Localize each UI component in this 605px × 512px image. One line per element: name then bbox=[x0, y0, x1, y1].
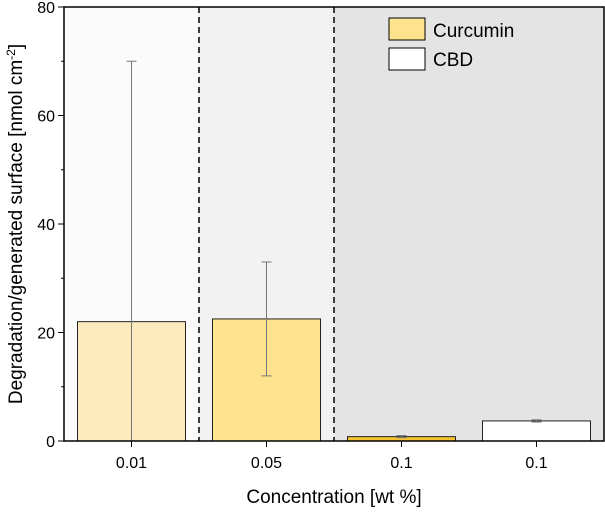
y-tick-label: 60 bbox=[37, 109, 55, 126]
x-axis-label: Concentration [wt %] bbox=[246, 487, 421, 508]
legend-label-curcumin: Curcumin bbox=[433, 21, 514, 42]
y-tick-label: 20 bbox=[37, 326, 55, 343]
y-tick-label: 40 bbox=[37, 217, 55, 234]
y-tick-label: 0 bbox=[46, 434, 55, 451]
x-tick-label: 0.1 bbox=[390, 455, 412, 472]
y-axis-label: Degradation/generated surface [nmol cm-2… bbox=[4, 44, 27, 404]
x-tick-label: 0.1 bbox=[525, 455, 547, 472]
y-tick-label: 80 bbox=[37, 0, 55, 17]
bar-cbd bbox=[482, 420, 591, 442]
legend: Curcumin CBD bbox=[388, 17, 514, 71]
legend-swatch-curcumin bbox=[388, 17, 426, 41]
x-tick-label: 0.01 bbox=[116, 455, 147, 472]
background-region bbox=[334, 7, 604, 441]
legend-label-cbd: CBD bbox=[433, 50, 473, 71]
legend-swatch-cbd bbox=[388, 47, 426, 71]
x-tick-label: 0.05 bbox=[251, 455, 282, 472]
